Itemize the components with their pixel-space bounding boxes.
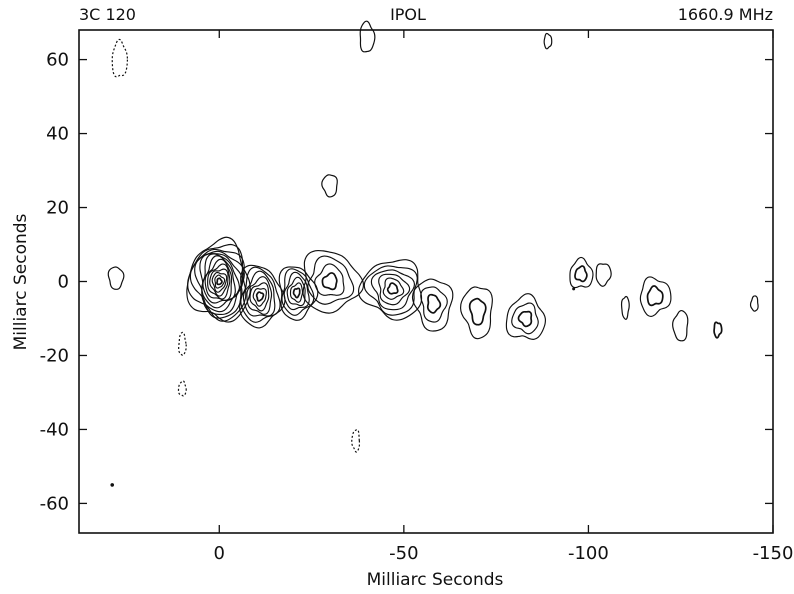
contour-line xyxy=(214,274,226,289)
contour-line xyxy=(209,268,229,297)
contour-line xyxy=(370,269,416,311)
y-tick-label: -40 xyxy=(40,419,69,440)
contour-line xyxy=(286,276,306,307)
negative-contour xyxy=(351,429,361,453)
y-tick-label: 0 xyxy=(58,272,69,293)
small-contour xyxy=(543,32,553,50)
noise-point xyxy=(572,287,576,291)
contour-line xyxy=(281,268,315,316)
contour-line xyxy=(382,277,405,300)
y-tick-label: -20 xyxy=(40,345,69,366)
x-tick-label: -150 xyxy=(753,543,794,564)
contour-line xyxy=(386,282,399,295)
contour-line xyxy=(199,253,244,313)
y-ticks-layer: 60 40 20 0 -20 -40 -60 xyxy=(40,50,773,514)
y-tick-label: -60 xyxy=(40,493,69,514)
noise-point xyxy=(110,483,115,487)
contour-line xyxy=(460,286,493,340)
y-tick-label: 20 xyxy=(46,198,69,219)
x-tick-label: -100 xyxy=(568,543,609,564)
small-contour xyxy=(620,295,630,320)
negative-contour xyxy=(111,38,129,78)
contour-line xyxy=(189,248,245,319)
contour-line xyxy=(517,310,533,328)
contour-line xyxy=(246,276,273,315)
contour-line xyxy=(307,255,355,305)
contour-line xyxy=(186,236,251,323)
negative-contour xyxy=(177,380,187,397)
contour-line xyxy=(216,277,223,286)
contour-line xyxy=(411,278,454,332)
contour-line xyxy=(302,249,364,314)
chart-title: IPOL xyxy=(390,5,426,24)
small-contour xyxy=(595,263,612,287)
small-contour xyxy=(107,266,125,290)
contour-line xyxy=(363,265,418,316)
contour-line xyxy=(713,321,723,339)
contour-line xyxy=(505,293,546,340)
contour-line xyxy=(249,282,270,312)
x-tick-label: -50 xyxy=(389,543,418,564)
contour-line xyxy=(468,297,487,326)
contour-line xyxy=(569,256,594,289)
small-contour xyxy=(359,20,376,53)
contour-line xyxy=(321,272,338,291)
contour-line xyxy=(292,287,301,299)
x-tick-label: 0 xyxy=(214,543,225,564)
contour-line xyxy=(252,288,267,307)
contour-line xyxy=(239,264,286,329)
plot-frame xyxy=(78,29,774,534)
contour-line xyxy=(207,263,231,300)
negative-contour xyxy=(178,331,187,356)
contour-line xyxy=(574,265,588,283)
contour-line xyxy=(358,259,423,321)
contour-line xyxy=(211,271,228,293)
contour-line xyxy=(426,293,442,314)
contour-line xyxy=(194,250,245,316)
contour-line xyxy=(255,291,265,302)
contours-layer xyxy=(107,20,759,487)
contour-line xyxy=(646,285,664,307)
y-axis-title: Milliarc Seconds xyxy=(11,213,31,350)
contour-line xyxy=(639,276,672,318)
contour-line xyxy=(314,263,345,296)
contour-line xyxy=(283,271,310,311)
frequency-label: 1660.9 MHz xyxy=(678,5,773,24)
contour-line xyxy=(420,286,448,323)
y-tick-label: 40 xyxy=(46,124,69,145)
contour-line xyxy=(289,282,304,303)
y-tick-label: 60 xyxy=(46,50,69,71)
x-axis-title: Milliarc Seconds xyxy=(367,570,504,590)
small-contour xyxy=(672,309,689,342)
contour-line xyxy=(511,302,539,335)
small-contour xyxy=(321,174,338,198)
source-label: 3C 120 xyxy=(79,5,136,24)
small-contour xyxy=(749,295,759,312)
contour-line xyxy=(378,273,411,306)
x-ticks-layer: 0 -50 -100 -150 xyxy=(214,30,794,564)
